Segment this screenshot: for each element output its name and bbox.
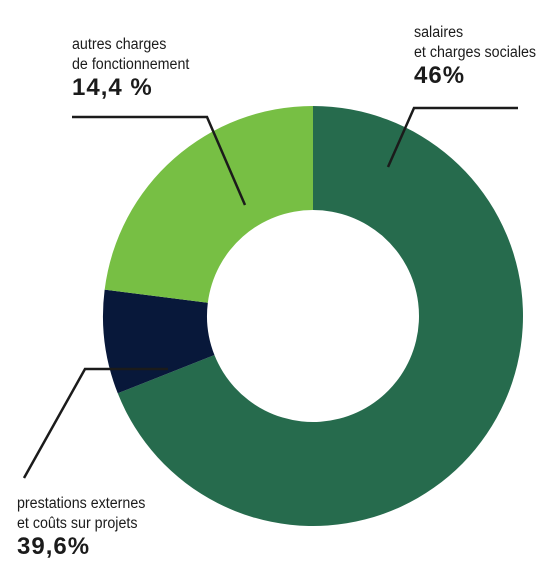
donut-slices	[103, 106, 524, 526]
slice-label-line: prestations externes	[17, 495, 146, 512]
donut-slice-2	[104, 106, 313, 303]
slice-label-line: autres charges	[72, 36, 167, 53]
slice-value-label: 46%	[414, 62, 466, 89]
leader-line-salaires	[386, 106, 518, 168]
slice-value-label: 39,6%	[17, 533, 91, 560]
slice-label-line: et charges sociales	[414, 44, 537, 61]
slice-label-prestations: prestations externes et coûts sur projet…	[17, 494, 157, 560]
leader-line-autres	[72, 115, 247, 206]
leader-line-prestations	[22, 367, 168, 479]
slice-label-autres-charges: autres charges de fonctionnement 14,4 %	[72, 35, 200, 101]
slice-label-line: et coûts sur projets	[17, 515, 138, 532]
slice-value-label: 14,4 %	[72, 74, 153, 101]
slice-label-salaires: salaires et charges sociales 46%	[414, 23, 547, 89]
donut-slice-0	[117, 106, 524, 526]
slice-label-line: salaires	[414, 24, 464, 41]
donut-slice-1	[103, 289, 215, 394]
slice-label-line: de fonctionnement	[72, 56, 190, 73]
leader-lines	[22, 106, 518, 479]
